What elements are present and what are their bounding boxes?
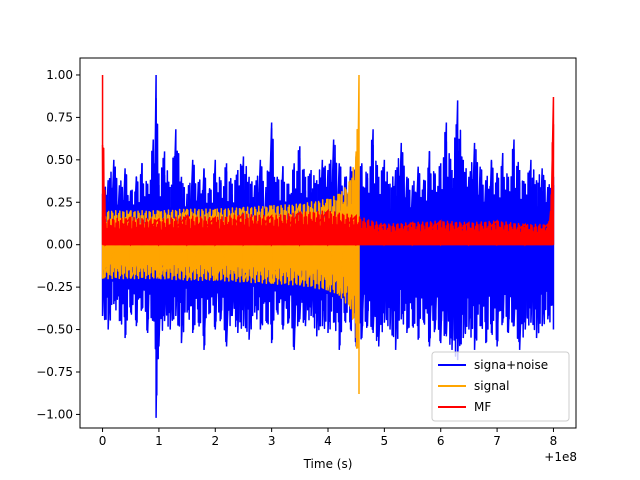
series-layer xyxy=(101,74,555,418)
y-tick-label: 1.00 xyxy=(46,68,73,82)
y-tick-label: 0.00 xyxy=(46,238,73,252)
legend: signa+noise signal MF xyxy=(431,351,570,422)
x-tick-label: 7 xyxy=(493,434,501,448)
y-tick-label: 0.25 xyxy=(46,195,73,209)
y-tick-label: −0.25 xyxy=(36,280,73,294)
x-offset-label: +1e8 xyxy=(544,450,577,464)
x-axis-label: Time (s) xyxy=(303,457,353,471)
x-tick-label: 6 xyxy=(437,434,445,448)
x-tick-label: 2 xyxy=(211,434,219,448)
x-tick-label: 4 xyxy=(324,434,332,448)
series-mf-peaks xyxy=(101,74,555,247)
y-tick-label: −0.50 xyxy=(36,323,73,337)
legend-label-mf: MF xyxy=(474,400,491,414)
y-tick-label: 0.75 xyxy=(46,110,73,124)
x-tick-label: 0 xyxy=(99,434,107,448)
x-tick-label: 5 xyxy=(381,434,389,448)
y-tick-label: 0.50 xyxy=(46,153,73,167)
legend-box xyxy=(431,351,570,422)
x-tick-label: 8 xyxy=(550,434,558,448)
x-tick-label: 1 xyxy=(155,434,163,448)
y-tick-label: −0.75 xyxy=(36,365,73,379)
x-tick-label: 3 xyxy=(268,434,276,448)
legend-label-signal: signal xyxy=(474,379,510,393)
y-axis: −1.00 −0.75 −0.50 −0.25 0.00 0.25 0.50 0.75 1.00 xyxy=(36,68,80,421)
y-tick-label: −1.00 xyxy=(36,407,73,421)
legend-label-signa-noise: signa+noise xyxy=(474,358,548,372)
x-axis: 0 1 2 3 4 5 6 7 8 xyxy=(99,428,558,448)
